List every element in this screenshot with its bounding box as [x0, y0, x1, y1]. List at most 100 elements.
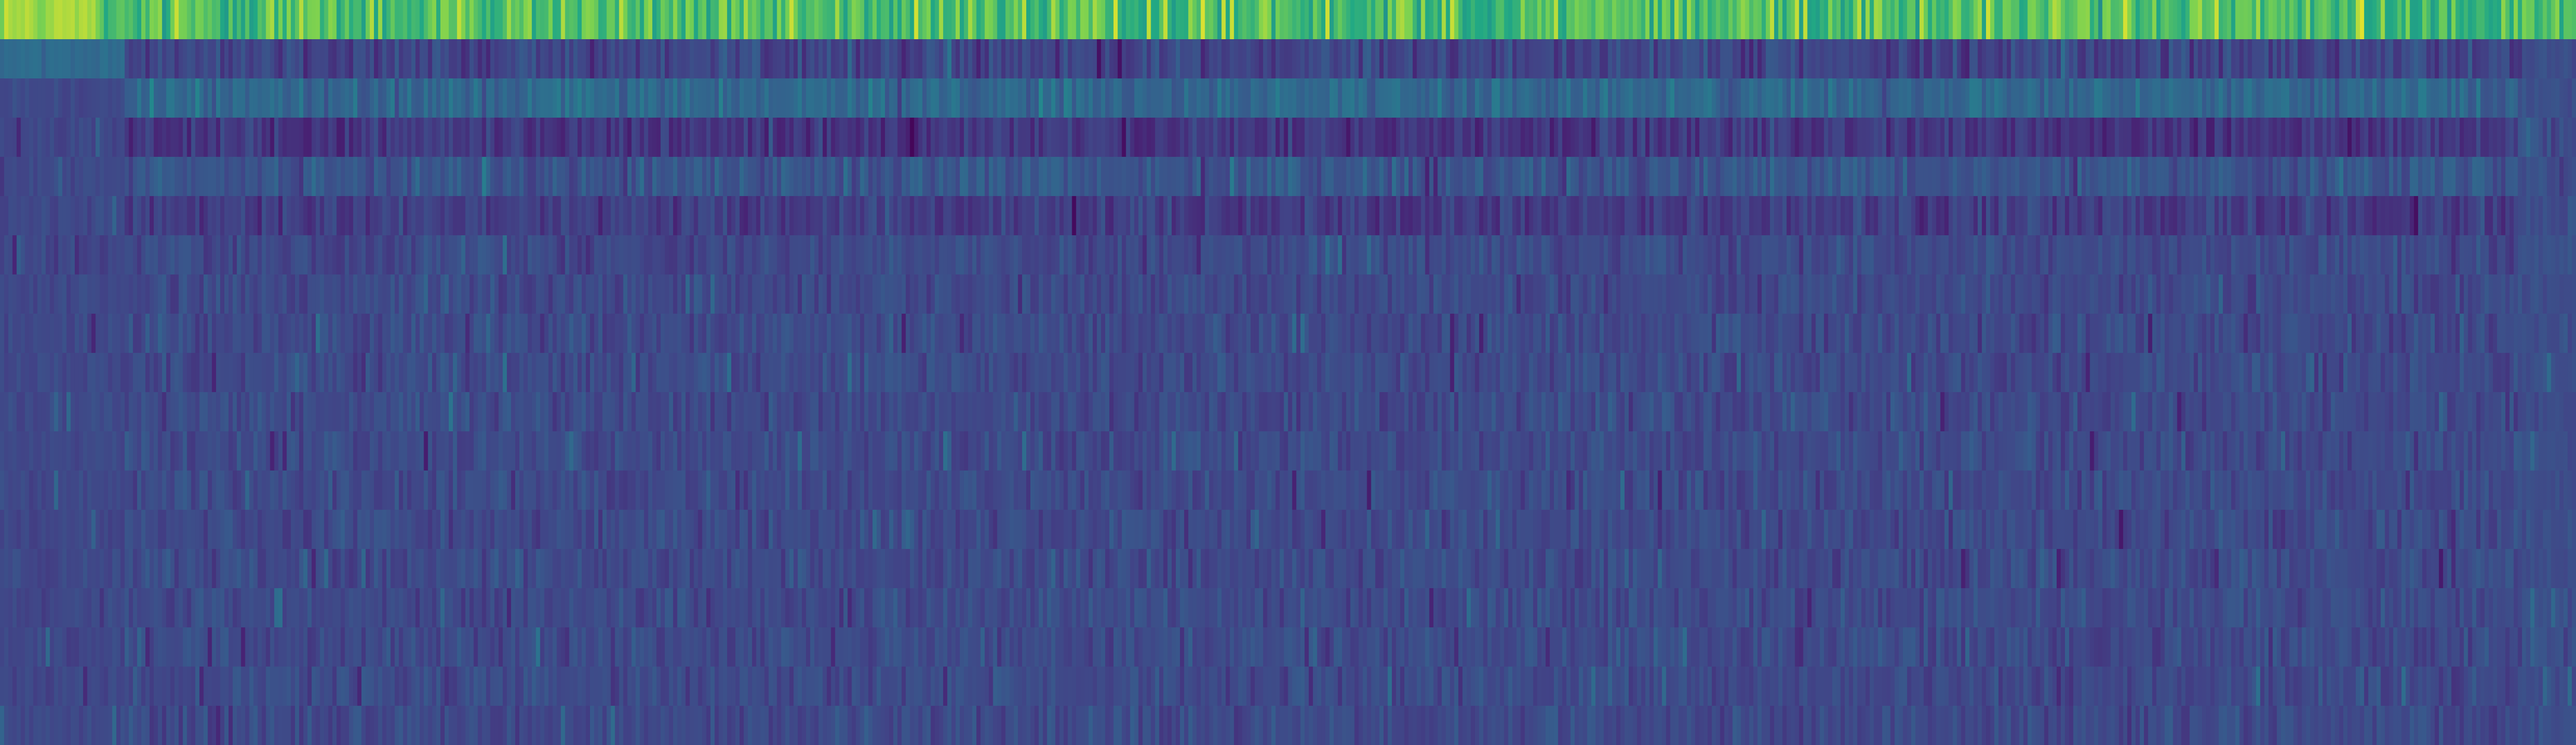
heatmap-cell	[1142, 196, 1148, 236]
heatmap-cell	[702, 39, 707, 79]
heatmap-cell	[1824, 0, 1829, 40]
heatmap-cell	[282, 39, 287, 79]
heatmap-cell	[926, 39, 931, 79]
heatmap-cell	[1919, 0, 1924, 40]
heatmap-cell	[631, 274, 636, 314]
heatmap-cell	[2426, 157, 2431, 197]
heatmap-cell	[1234, 0, 1239, 40]
heatmap-cell	[2322, 196, 2327, 236]
heatmap-cell	[4, 274, 9, 314]
heatmap-cell	[2277, 235, 2282, 275]
heatmap-cell	[1762, 118, 1766, 157]
heatmap-cell	[943, 274, 948, 314]
heatmap-cell	[2248, 196, 2252, 236]
heatmap-cell	[2198, 118, 2203, 157]
heatmap-cell	[1109, 157, 1114, 197]
heatmap-cell	[187, 118, 191, 157]
heatmap-cell	[29, 353, 34, 393]
heatmap-cell	[1803, 196, 1808, 236]
heatmap-cell	[735, 274, 740, 314]
heatmap-cell	[664, 118, 669, 157]
heatmap-cell	[1388, 39, 1392, 79]
heatmap-cell	[83, 314, 88, 353]
heatmap-cell	[1088, 0, 1093, 40]
heatmap-cell	[170, 196, 175, 236]
heatmap-cell	[2194, 118, 2198, 157]
heatmap-cell	[1271, 196, 1276, 236]
heatmap-cell	[104, 706, 109, 745]
heatmap-cell	[332, 39, 337, 79]
heatmap-cell	[839, 78, 844, 118]
heatmap-cell	[490, 235, 495, 275]
heatmap-cell	[511, 235, 516, 275]
heatmap-cell	[2405, 39, 2410, 79]
heatmap-cell	[764, 0, 769, 40]
heatmap-cell	[710, 78, 715, 118]
heatmap-cell	[294, 157, 300, 197]
heatmap-cell	[1093, 78, 1097, 118]
heatmap-cell	[2464, 235, 2469, 275]
heatmap-cell	[515, 196, 520, 236]
heatmap-cell	[2339, 196, 2344, 236]
heatmap-cell	[473, 274, 479, 314]
heatmap-cell	[822, 196, 827, 236]
heatmap-cell	[2476, 39, 2481, 79]
heatmap-cell	[2347, 78, 2352, 118]
heatmap-cell	[1583, 118, 1588, 157]
heatmap-cell	[74, 39, 80, 79]
heatmap-cell	[2505, 0, 2510, 40]
heatmap-cell	[1163, 196, 1168, 236]
heatmap-cell	[710, 39, 715, 79]
heatmap-cell	[345, 78, 349, 118]
heatmap-cell	[1994, 39, 1999, 79]
heatmap-cell	[95, 706, 100, 745]
heatmap-cell	[1786, 118, 1791, 157]
heatmap-cell	[1321, 157, 1326, 197]
heatmap-cell	[87, 0, 92, 40]
heatmap-cell	[889, 0, 894, 40]
heatmap-cell	[1628, 118, 1633, 157]
heatmap-cell	[1325, 39, 1330, 79]
heatmap-cell	[498, 235, 503, 275]
heatmap-cell	[2281, 235, 2286, 275]
heatmap-cell	[108, 118, 113, 157]
heatmap-cell	[83, 274, 88, 314]
heatmap-cell	[1346, 118, 1351, 157]
heatmap-cell	[2064, 78, 2070, 118]
heatmap-cell	[87, 431, 92, 471]
heatmap-cell	[473, 235, 479, 275]
heatmap-cell	[752, 196, 757, 236]
heatmap-cell	[382, 0, 387, 40]
heatmap-cell	[1279, 274, 1285, 314]
heatmap-cell	[1179, 118, 1185, 157]
heatmap-cell	[1546, 235, 1550, 275]
heatmap-cell	[2077, 157, 2082, 197]
heatmap-cell	[120, 118, 125, 157]
heatmap-cell	[187, 157, 191, 197]
heatmap-cell	[2380, 118, 2386, 157]
heatmap-cell	[270, 39, 275, 79]
heatmap-cell	[2210, 235, 2215, 275]
heatmap-cell	[1820, 78, 1824, 118]
heatmap-cell	[224, 157, 229, 197]
heatmap-cell	[2513, 157, 2518, 197]
heatmap-cell	[58, 235, 63, 275]
heatmap-cell	[561, 196, 565, 236]
heatmap-cell	[2189, 0, 2194, 40]
heatmap-cell	[74, 274, 80, 314]
heatmap-cell	[1932, 39, 1937, 79]
heatmap-cell	[120, 314, 125, 353]
heatmap-cell	[914, 235, 919, 275]
heatmap-cell	[968, 196, 973, 236]
heatmap-cell	[390, 157, 395, 197]
heatmap-cell	[1404, 0, 1409, 40]
heatmap-cell	[1927, 39, 1933, 79]
heatmap-cell	[71, 588, 75, 628]
heatmap-cell	[818, 78, 823, 118]
heatmap-cell	[2285, 78, 2290, 118]
heatmap-cell	[1363, 39, 1368, 79]
heatmap-cell	[727, 235, 732, 275]
heatmap-cell	[137, 0, 142, 40]
heatmap-cell	[2430, 235, 2435, 275]
heatmap-cell	[1986, 196, 1991, 236]
